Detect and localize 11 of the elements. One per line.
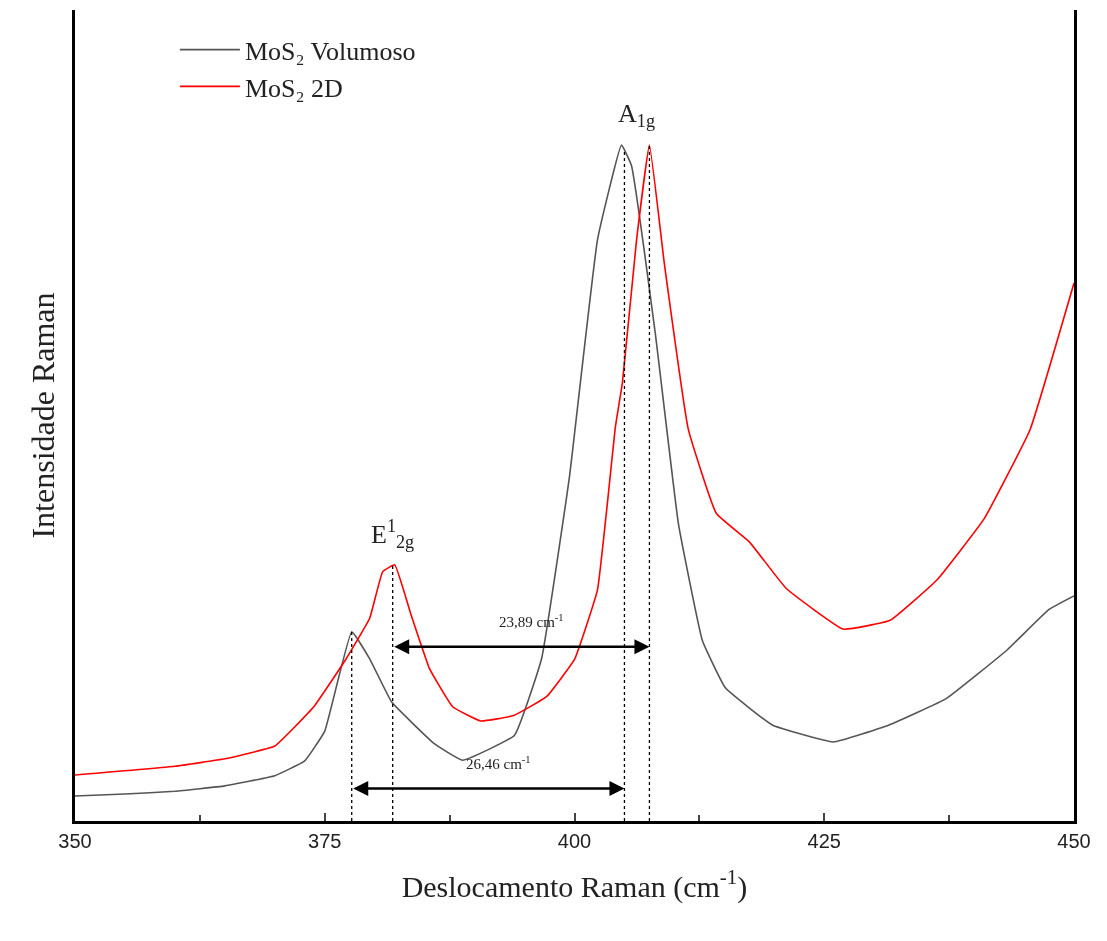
x-tick-label: 450 [1057,830,1091,852]
text: A$_{1g}$ [618,99,655,132]
y-axis-title: Intensidade Raman [25,292,62,539]
x-tick-label: 400 [557,830,592,852]
x-axis-title: Deslocamento Raman (cm$^{-1}$) [401,864,748,904]
x-tick-label: 375 [308,830,342,852]
x-tick-label: 425 [807,830,841,852]
annotation: 26,46 cm$^{-1}$ [466,754,531,773]
x-tick-label: 350 [58,830,92,852]
legend-label: MoS₂ 2D [244,73,343,103]
legend-label: MoS₂ Volumoso [244,36,416,66]
